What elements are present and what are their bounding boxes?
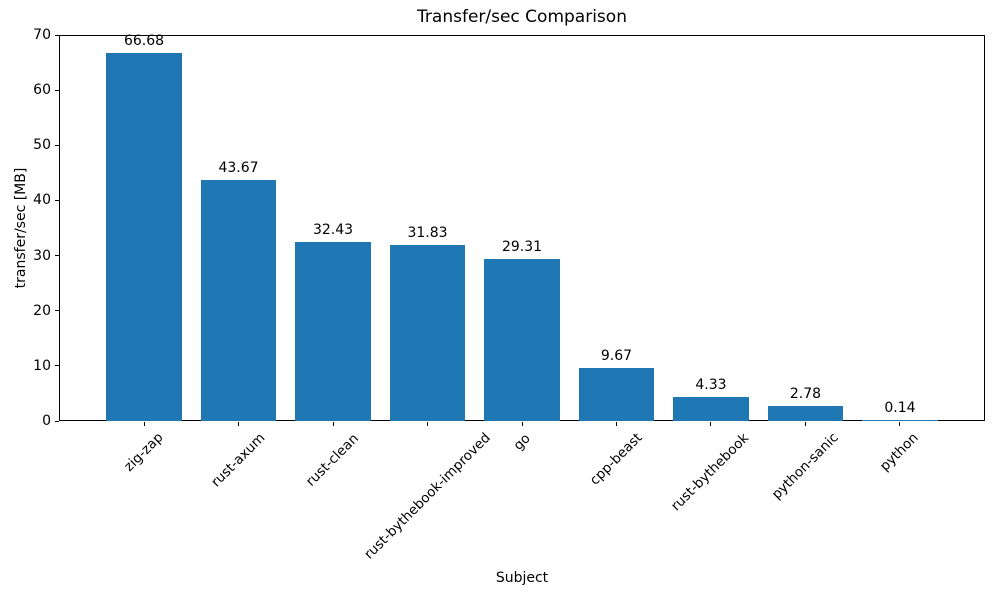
bar (484, 259, 560, 421)
y-tick-label: 20 (33, 302, 51, 319)
x-axis-label: Subject (495, 570, 549, 586)
bar (200, 180, 277, 421)
bar-value-label: 66.68 (123, 33, 165, 50)
bar (578, 367, 655, 421)
x-tick-label: zig-zap (121, 429, 167, 476)
x-tick-label: python-sanic (768, 429, 842, 503)
y-tick-label: 60 (33, 82, 51, 99)
y-tick-label: 40 (33, 192, 51, 209)
x-tick-mark (804, 422, 806, 426)
x-tick-label: rust-clean (302, 430, 363, 490)
x-tick-mark (143, 422, 145, 426)
x-tick-label: go (509, 430, 534, 454)
y-axis-label: transfer/sec [MB] (13, 167, 29, 289)
bar-value-label: 31.83 (407, 225, 448, 242)
bar (767, 405, 844, 421)
x-tick-label: python (877, 429, 923, 475)
x-tick-mark (427, 422, 428, 426)
x-tick-mark (332, 422, 334, 426)
y-tick-mark (55, 34, 59, 36)
x-tick-mark (710, 422, 712, 426)
bar-value-label: 4.33 (695, 377, 727, 394)
bar-value-label: 0.14 (884, 400, 916, 417)
y-tick-label: 30 (33, 247, 51, 264)
y-tick-mark (55, 199, 59, 201)
y-tick-mark (55, 310, 59, 312)
bar-value-label: 43.67 (218, 160, 259, 177)
bar (862, 420, 938, 421)
x-tick-label: rust-bythebook (668, 430, 753, 515)
bar-value-label: 2.78 (789, 385, 822, 402)
y-tick-mark (55, 420, 59, 422)
x-tick-mark (899, 422, 901, 426)
y-tick-label: 50 (33, 137, 51, 154)
chart-title: Transfer/sec Comparison (417, 7, 627, 27)
x-tick-label: rust-axum (208, 429, 269, 491)
bar-value-label: 29.31 (501, 239, 543, 256)
x-tick-label: cpp-beast (586, 430, 646, 489)
y-tick-label: 0 (42, 413, 51, 429)
bar-value-label: 32.43 (312, 222, 354, 239)
y-tick-mark (55, 255, 59, 257)
x-tick-label: rust-bythebook-improved (360, 430, 494, 563)
y-tick-mark (55, 365, 59, 367)
bar (389, 245, 466, 421)
bar-value-label: 9.67 (600, 347, 633, 364)
y-tick-mark (55, 144, 59, 146)
bar (673, 397, 749, 421)
y-tick-mark (55, 89, 59, 91)
y-tick-label: 10 (33, 357, 51, 374)
x-tick-mark (521, 422, 523, 426)
y-tick-label: 70 (33, 27, 51, 43)
bar (106, 53, 182, 421)
bar (295, 242, 371, 421)
x-tick-mark (615, 422, 617, 426)
x-tick-mark (238, 422, 240, 426)
